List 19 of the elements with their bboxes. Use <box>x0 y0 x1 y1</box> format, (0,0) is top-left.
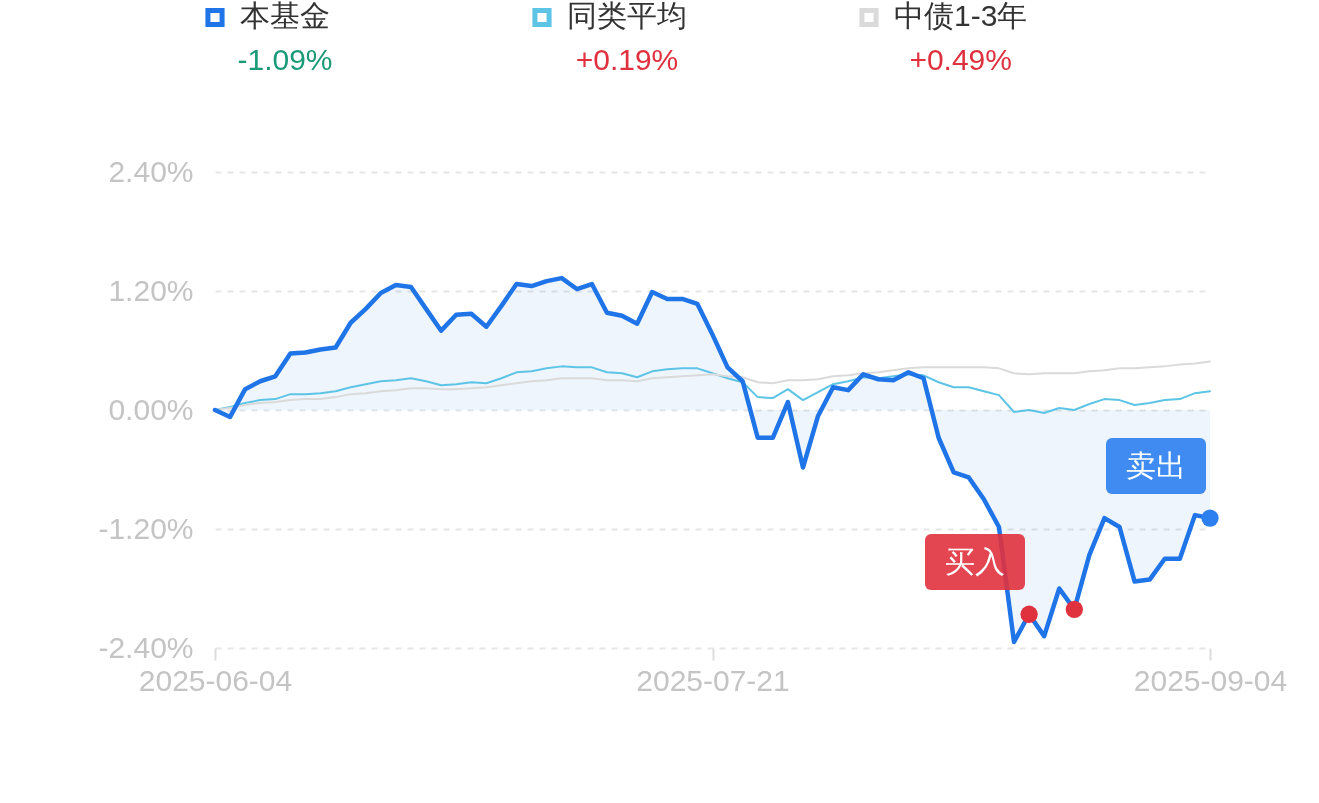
y-tick-label: 2.40% <box>108 154 194 188</box>
y-tick-label: -2.40% <box>98 630 194 664</box>
point <box>1201 509 1219 527</box>
x-tick-label: 2025-07-21 <box>636 663 790 697</box>
y-tick-label: 0.00% <box>108 392 194 426</box>
legend-label: 同类平均 <box>567 0 687 33</box>
annotation: 卖出 <box>1106 438 1206 495</box>
x-tick-label: 2025-06-04 <box>138 663 293 697</box>
legend-label: 中债1-3年 <box>894 0 1028 33</box>
legend-label: 本基金 <box>240 0 330 33</box>
annotation: 买入 <box>925 534 1026 591</box>
point <box>1020 605 1038 623</box>
x-tick-label: 2025-09-04 <box>1133 663 1288 697</box>
text: +0.49% <box>909 42 1012 79</box>
text: +0.19% <box>575 42 679 79</box>
text: -1.09% <box>237 42 333 79</box>
point <box>1065 600 1083 618</box>
y-tick-label: 1.20% <box>108 273 194 307</box>
y-tick-label: -1.20% <box>98 511 194 545</box>
